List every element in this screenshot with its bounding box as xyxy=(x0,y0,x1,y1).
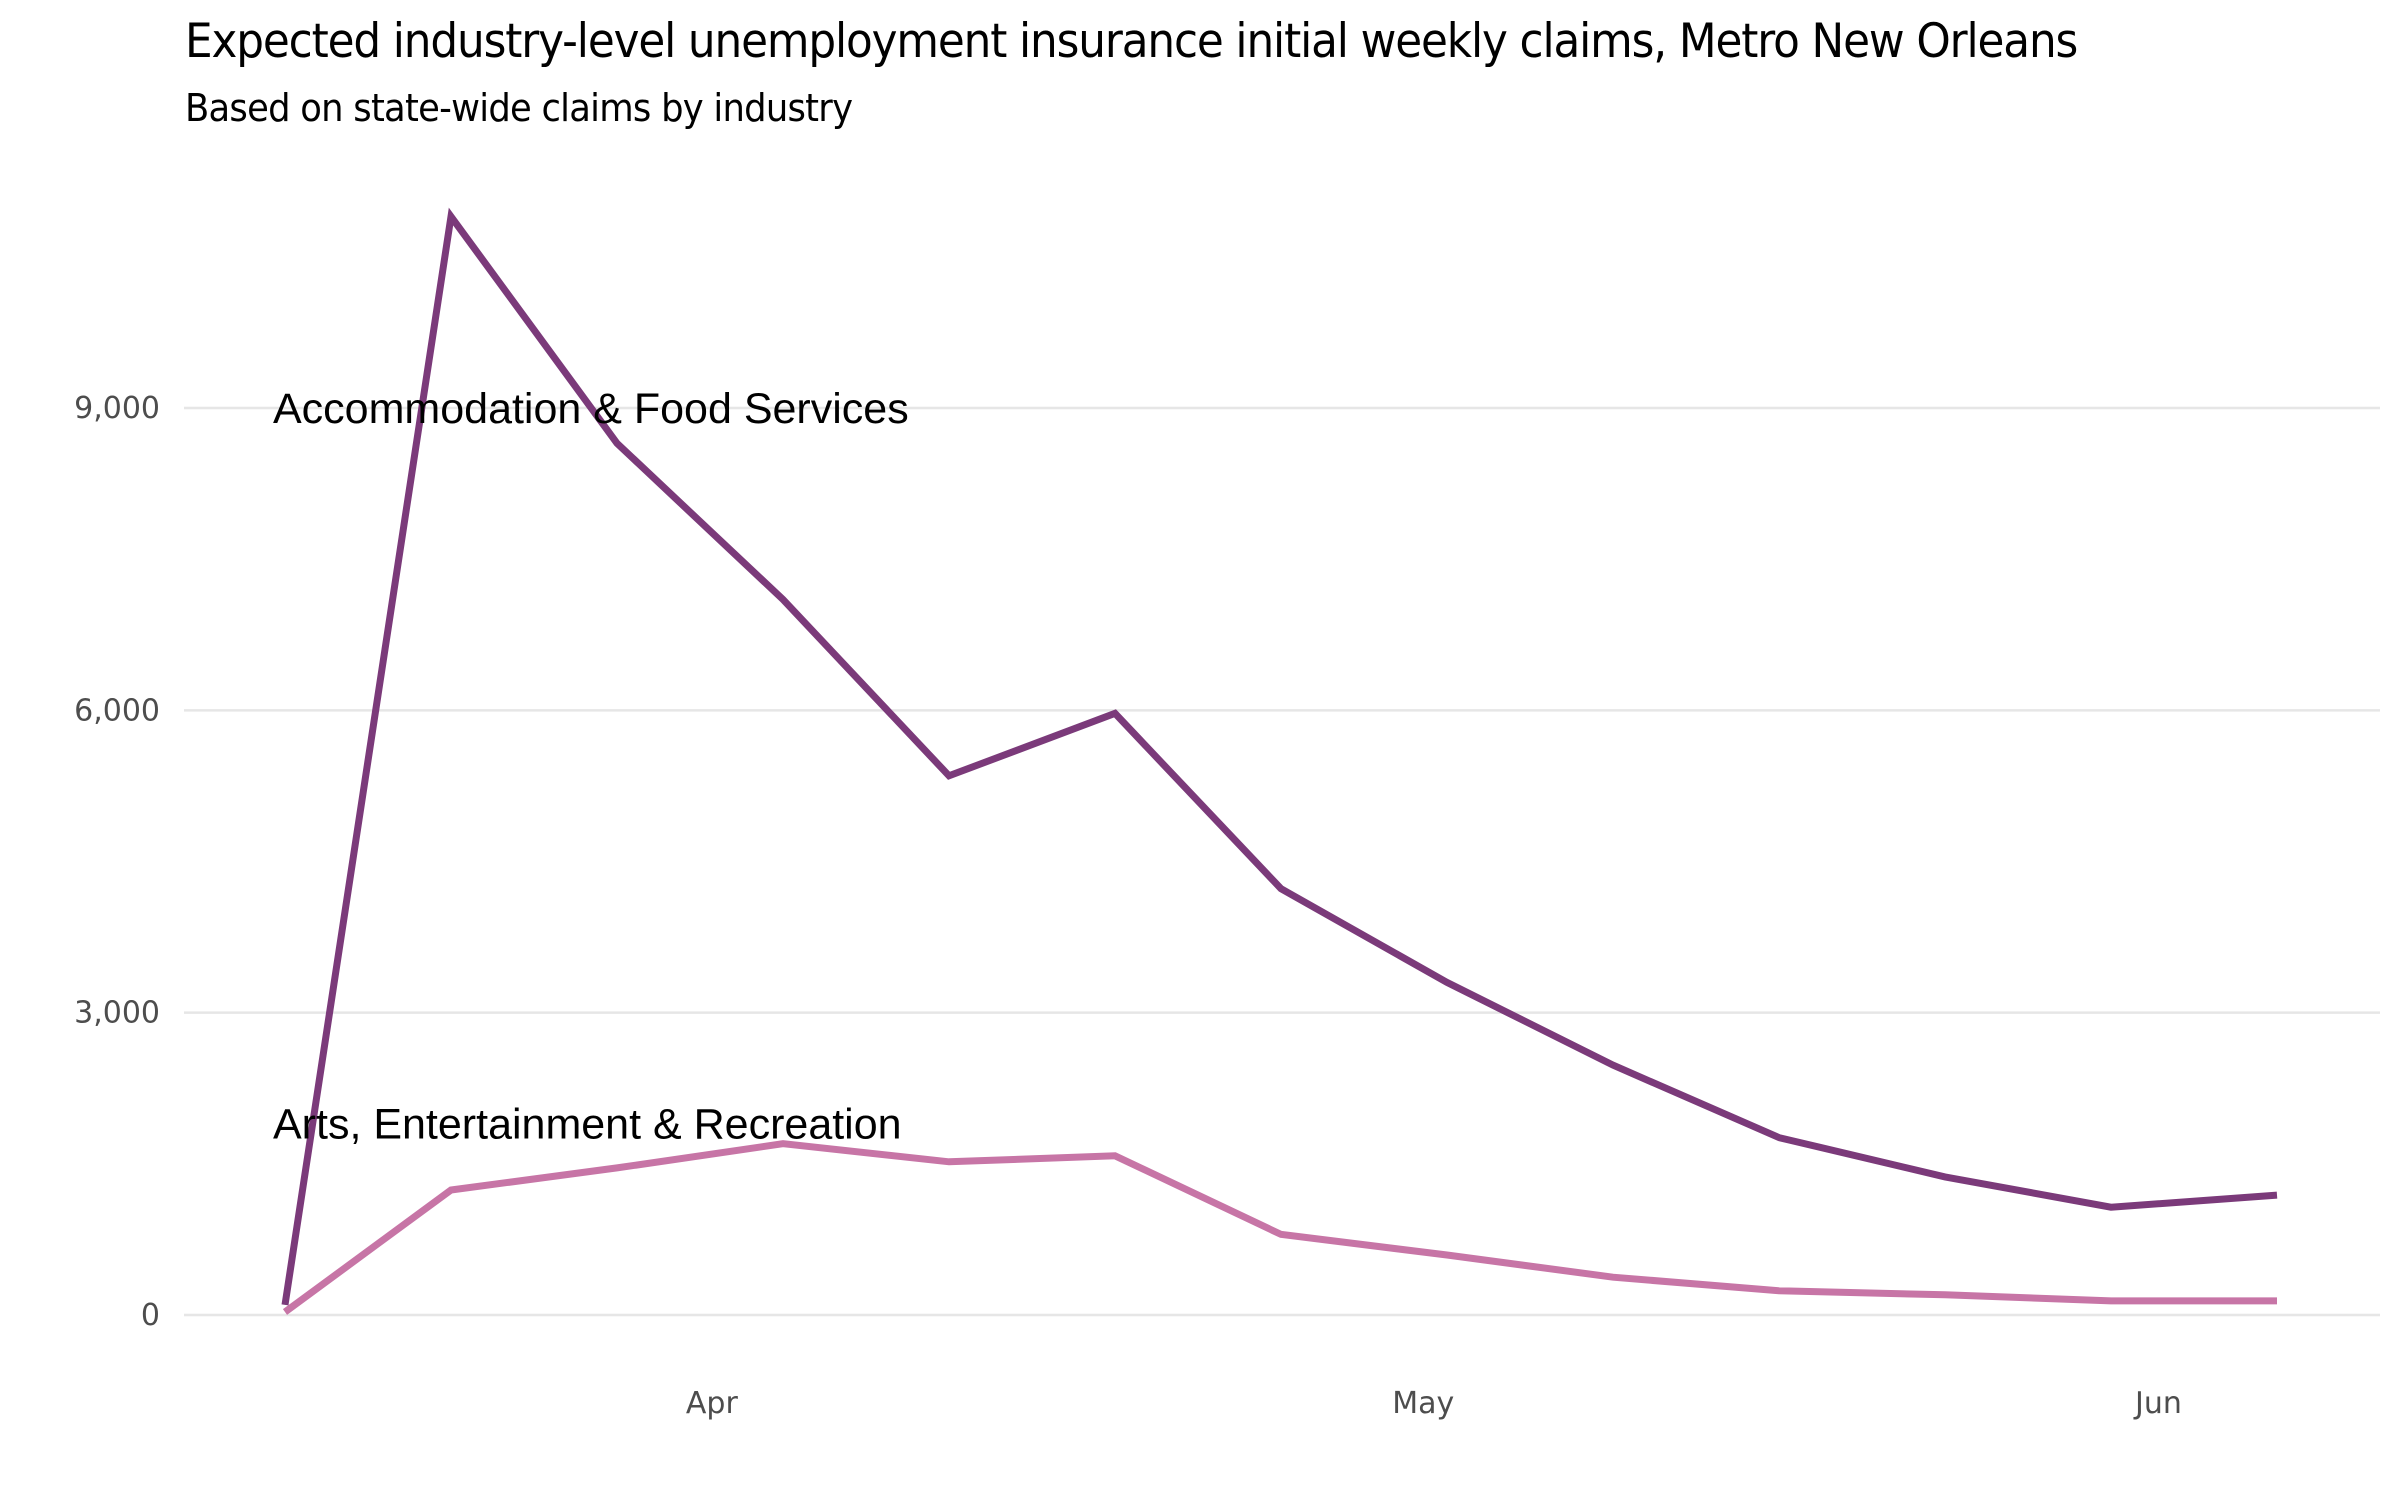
series-line-1 xyxy=(282,1140,2277,1315)
chart-subtitle: Based on state-wide claims by industry xyxy=(185,86,853,130)
x-axis: Apr May Jun xyxy=(686,1386,2182,1421)
series-labels: Accommodation & Food Services Arts, Enter… xyxy=(273,385,909,1149)
series-label-0: Accommodation & Food Services xyxy=(273,385,909,433)
series-line-0 xyxy=(281,207,2278,1306)
x-tick-label: Jun xyxy=(2133,1386,2182,1421)
x-tick-label: May xyxy=(1392,1386,1454,1421)
y-tick-label: 0 xyxy=(141,1298,160,1333)
x-tick-label: Apr xyxy=(686,1386,739,1421)
y-tick-label: 3,000 xyxy=(74,996,160,1031)
series-lines xyxy=(281,207,2278,1315)
gridlines xyxy=(184,406,2380,1317)
y-tick-label: 6,000 xyxy=(74,693,160,728)
chart-title: Expected industry-level unemployment ins… xyxy=(185,14,2078,69)
series-label-1: Arts, Entertainment & Recreation xyxy=(273,1101,902,1149)
y-axis: 0 3,000 6,000 9,000 xyxy=(74,391,160,1333)
y-tick-label: 9,000 xyxy=(74,391,160,426)
